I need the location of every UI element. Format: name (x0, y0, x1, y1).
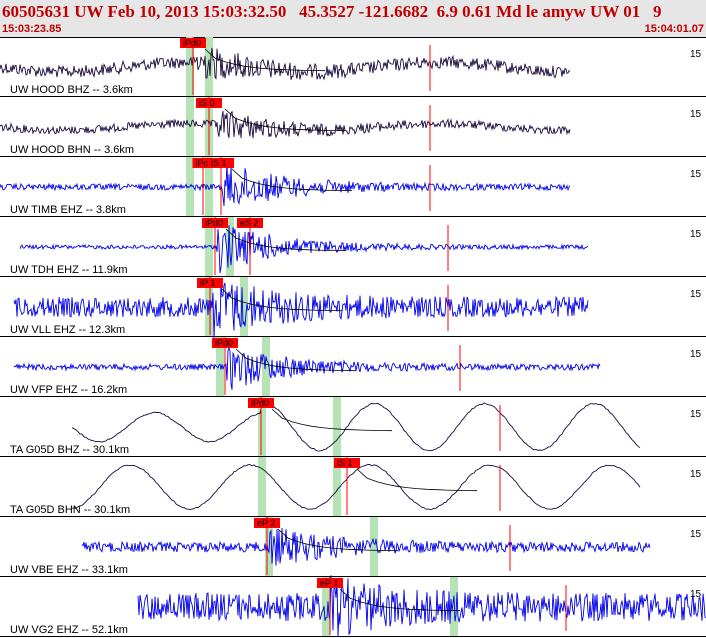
channel-label: UW VFP EHZ -- 16.2km (10, 384, 127, 396)
waveform-trace[interactable] (0, 110, 571, 139)
channel-row[interactable]: iS 0 UW HOOD BHN -- 3.6km 15 (0, 97, 706, 157)
edge-time-label: 15 (690, 589, 702, 600)
waveform-trace[interactable] (0, 47, 571, 81)
pick-label: iPd0 (251, 398, 269, 408)
channel-label: UW TIMB EHZ -- 3.8km (10, 204, 126, 216)
pick-label: iPd0 (183, 38, 201, 48)
phase-window (240, 277, 248, 337)
channel-label: TA G05D BHZ -- 30.1km (10, 444, 129, 456)
channel-row[interactable]: eP 1 UW VG2 EHZ -- 52.1km 15 (0, 575, 706, 637)
channel-row[interactable]: iPd0 eS 2 UW TDH EHZ -- 11.9km 15 (0, 217, 706, 277)
channel-row[interactable]: iPd0 TA G05D BHZ -- 30.1km 15 (0, 397, 706, 457)
pick-label: iPd0 (215, 338, 233, 348)
pick-flag[interactable] (237, 218, 263, 228)
edge-time-label: 15 (690, 229, 702, 240)
phase-window (258, 397, 266, 457)
waveform-trace[interactable] (71, 402, 641, 452)
pick-flag[interactable] (196, 98, 222, 108)
waveform-trace[interactable] (0, 161, 571, 207)
edge-time-label: 15 (690, 49, 702, 60)
channel-row[interactable]: iPc iS 1 UW TIMB EHZ -- 3.8km 15 (0, 157, 706, 217)
pick-label: iPd0 (205, 218, 223, 228)
phase-window (370, 517, 378, 577)
phase-window (333, 457, 341, 517)
channel-row[interactable]: iP 1 UW VLL EHZ -- 12.3km 15 (0, 277, 706, 339)
coda-curve (225, 228, 347, 252)
waveform-trace[interactable] (81, 527, 651, 566)
waveform-trace[interactable] (71, 463, 641, 510)
channel-label: UW VBE EHZ -- 33.1km (10, 564, 128, 576)
waveform-trace[interactable] (13, 346, 601, 390)
channel-label: UW HOOD BHZ -- 3.6km (10, 84, 133, 96)
pick-flag[interactable] (180, 38, 206, 48)
pick-label: iP 1 (200, 278, 215, 288)
pick-flag[interactable] (254, 518, 280, 528)
channel-label: UW VLL EHZ -- 12.3km (10, 324, 125, 336)
channel-row[interactable]: eP 2 UW VBE EHZ -- 33.1km 15 (0, 517, 706, 577)
channel-label: TA G05D BHN -- 30.1km (10, 504, 130, 516)
phase-window (333, 397, 341, 457)
pick-label: eS 2 (240, 218, 259, 228)
edge-time-label: 15 (690, 409, 702, 420)
coda-curve (339, 588, 461, 612)
coda-curve (221, 288, 343, 312)
coda-curve (231, 168, 353, 192)
coda-curve (204, 48, 326, 72)
coda-curve (235, 348, 357, 372)
waveform-trace[interactable] (13, 279, 589, 339)
phase-window (205, 157, 213, 217)
phase-window (258, 457, 266, 517)
pick-flag[interactable] (334, 458, 360, 468)
edge-time-label: 15 (690, 349, 702, 360)
phase-window (205, 37, 213, 97)
edge-time-label: 15 (690, 529, 702, 540)
edge-time-label: 15 (690, 169, 702, 180)
channel-row[interactable]: iPd0 UW HOOD BHZ -- 3.6km 15 (0, 37, 706, 97)
phase-window (205, 217, 213, 277)
coda-curve (277, 528, 399, 552)
pick-flag[interactable] (208, 158, 234, 168)
waveform-trace[interactable] (137, 575, 706, 637)
pick-flag[interactable] (197, 278, 223, 288)
phase-window (322, 577, 330, 637)
coda-curve (271, 408, 393, 432)
phase-window (205, 277, 213, 337)
coda-curve (356, 468, 478, 492)
edge-time-label: 15 (690, 469, 702, 480)
event-title: 60505631 UW Feb 10, 2013 15:03:32.50 45.… (2, 2, 662, 21)
waveform-panel[interactable]: iPd0 UW HOOD BHZ -- 3.6km 15 iS 0 UW HOOD BH… (0, 37, 706, 638)
pick-label: iS 1 (337, 458, 353, 468)
start-time-label: 15:03:23.85 (2, 23, 62, 35)
pick-flag[interactable] (317, 578, 343, 588)
channel-row[interactable]: iS 1 TA G05D BHN -- 30.1km 15 (0, 457, 706, 517)
pick-label: eP 1 (320, 578, 338, 588)
channel-label: UW TDH EHZ -- 11.9km (10, 264, 128, 276)
channel-label: UW HOOD BHN -- 3.6km (10, 144, 134, 156)
coda-curve (224, 108, 346, 132)
pick-label: iPc (196, 158, 209, 168)
end-time-label: 15:04:01.07 (644, 23, 704, 35)
phase-window (186, 37, 194, 97)
pick-label: eP 2 (257, 518, 275, 528)
pick-label: iS 1 (211, 158, 227, 168)
channel-label: UW VG2 EHZ -- 52.1km (10, 624, 128, 636)
waveform-trace[interactable] (19, 225, 589, 274)
edge-time-label: 15 (690, 289, 702, 300)
pick-flag[interactable] (192, 158, 214, 168)
phase-window (216, 337, 224, 397)
pick-flag[interactable] (212, 338, 238, 348)
edge-time-label: 15 (690, 109, 702, 120)
pick-label: iS 0 (199, 98, 215, 108)
pick-flag[interactable] (248, 398, 274, 408)
channel-row[interactable]: iPd0 UW VFP EHZ -- 16.2km 15 (0, 337, 706, 397)
pick-flag[interactable] (202, 218, 228, 228)
header-bar: 60505631 UW Feb 10, 2013 15:03:32.50 45.… (0, 0, 706, 38)
phase-window (262, 337, 270, 397)
